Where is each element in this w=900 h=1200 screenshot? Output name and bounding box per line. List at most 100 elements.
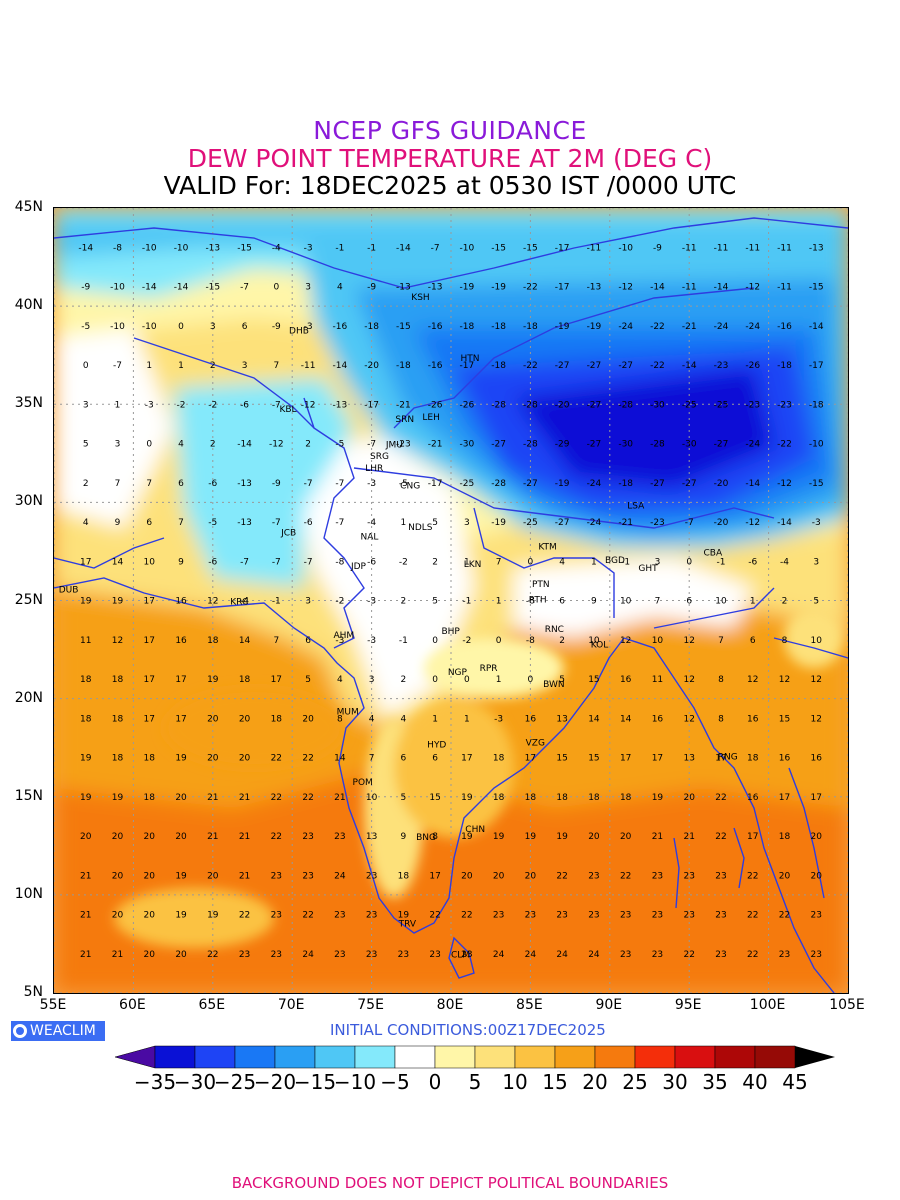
grid-value: 23 bbox=[652, 911, 663, 921]
city-label: BHP bbox=[441, 627, 460, 637]
grid-value: 23 bbox=[620, 911, 631, 921]
grid-value: 0 bbox=[432, 636, 438, 646]
grid-value: -12 bbox=[618, 283, 633, 293]
grid-value: 18 bbox=[493, 793, 505, 803]
city-label: JCB bbox=[280, 529, 296, 539]
grid-value: 20 bbox=[620, 832, 632, 842]
grid-value: 4 bbox=[400, 714, 406, 724]
grid-value: 20 bbox=[144, 911, 156, 921]
colorbar-tick-label: −25 bbox=[213, 1070, 257, 1094]
grid-value: 22 bbox=[620, 871, 631, 881]
grid-value: 20 bbox=[80, 832, 92, 842]
grid-value: -6 bbox=[208, 557, 217, 567]
grid-value: 20 bbox=[144, 950, 156, 960]
grid-value: 23 bbox=[811, 950, 822, 960]
grid-value: 2 bbox=[400, 675, 406, 685]
longitude-tick-label: 55E bbox=[39, 997, 67, 1013]
grid-value: -1 bbox=[272, 597, 281, 607]
grid-value: -15 bbox=[205, 283, 220, 293]
grid-value: -14 bbox=[682, 361, 697, 371]
grid-value: 19 bbox=[461, 832, 473, 842]
grid-value: 21 bbox=[207, 793, 218, 803]
grid-value: 18 bbox=[779, 832, 791, 842]
grid-value: 3 bbox=[242, 361, 248, 371]
grid-value: -12 bbox=[301, 400, 316, 410]
grid-value: -13 bbox=[237, 518, 252, 528]
longitude-tick-label: 105E bbox=[829, 997, 865, 1013]
grid-value: 23 bbox=[652, 950, 663, 960]
grid-value: 1 bbox=[464, 557, 470, 567]
grid-value: 6 bbox=[178, 479, 184, 489]
grid-value: 11 bbox=[652, 675, 663, 685]
grid-value: 20 bbox=[207, 714, 219, 724]
grid-value: -3 bbox=[494, 714, 503, 724]
grid-value: -4 bbox=[272, 243, 281, 253]
map-canvas: -14 -8 -10 -10 -13 -15 -4 -3 -1 -1 -14 -7 -10 -15 -15-… bbox=[54, 208, 848, 993]
grid-value: 0 bbox=[83, 361, 89, 371]
latitude-tick-label: 25N bbox=[14, 591, 43, 608]
grid-value: -30 bbox=[682, 440, 697, 450]
grid-value: 24 bbox=[588, 950, 600, 960]
city-label: NDLS bbox=[408, 523, 433, 533]
city-label: KSH bbox=[411, 293, 429, 303]
grid-value: 10 bbox=[620, 597, 632, 607]
grid-value: -8 bbox=[335, 557, 344, 567]
grid-value: 3 bbox=[83, 400, 89, 410]
grid-value: 21 bbox=[207, 832, 218, 842]
grid-value: -9 bbox=[272, 322, 281, 332]
city-label: MUM bbox=[337, 707, 359, 717]
grid-value: 16 bbox=[747, 793, 759, 803]
longitude-tick-label: 80E bbox=[436, 997, 464, 1013]
grid-value: -9 bbox=[272, 479, 281, 489]
grid-value: 20 bbox=[588, 832, 600, 842]
grid-value: 17 bbox=[461, 754, 472, 764]
grid-value: -9 bbox=[81, 283, 90, 293]
grid-value: -17 bbox=[428, 479, 443, 489]
grid-value: 7 bbox=[496, 557, 502, 567]
grid-value: -26 bbox=[428, 400, 443, 410]
city-label: BWN bbox=[543, 680, 565, 690]
grid-value: 17 bbox=[811, 793, 822, 803]
grid-value: 18 bbox=[80, 675, 92, 685]
grid-value: 18 bbox=[747, 754, 759, 764]
grid-value: 18 bbox=[144, 793, 156, 803]
grid-value: -14 bbox=[714, 283, 729, 293]
grid-value: 23 bbox=[588, 911, 599, 921]
grid-value: -18 bbox=[364, 322, 379, 332]
grid-value: 23 bbox=[429, 950, 440, 960]
city-labels-layer: KSH DHB HTN KBL SRN LEH SRG JMU LHR CNG NDLS JCB NAL… bbox=[59, 293, 738, 960]
grid-value: 23 bbox=[588, 871, 599, 881]
grid-value: -27 bbox=[555, 361, 570, 371]
grid-value: -10 bbox=[174, 243, 189, 253]
longitude-tick-label: 95E bbox=[674, 997, 702, 1013]
grid-value: 4 bbox=[337, 675, 343, 685]
grid-value: -18 bbox=[777, 361, 792, 371]
grid-value: 15 bbox=[779, 714, 790, 724]
grid-value: 23 bbox=[811, 911, 822, 921]
grid-value: 21 bbox=[652, 832, 663, 842]
grid-value: -30 bbox=[650, 400, 665, 410]
grid-value: 3 bbox=[464, 518, 470, 528]
grid-value: -7 bbox=[113, 361, 122, 371]
city-label: HTN bbox=[461, 354, 480, 364]
grid-value: -3 bbox=[304, 322, 313, 332]
grid-value: 16 bbox=[811, 754, 823, 764]
colorbar-bin bbox=[754, 1045, 796, 1069]
grid-value: 23 bbox=[620, 950, 631, 960]
city-label: AHM bbox=[333, 631, 354, 641]
longitude-tick-label: 100E bbox=[749, 997, 786, 1013]
grid-value: 15 bbox=[588, 754, 599, 764]
grid-value: -27 bbox=[650, 479, 665, 489]
grid-value: 19 bbox=[398, 911, 410, 921]
colorbar-tick-label: 25 bbox=[622, 1070, 648, 1094]
grid-value: 20 bbox=[112, 911, 124, 921]
grid-value: 2 bbox=[432, 557, 438, 567]
grid-value: 9 bbox=[400, 832, 406, 842]
colorbar bbox=[114, 1045, 835, 1069]
city-label: SRG bbox=[370, 452, 389, 462]
colorbar-tick-label: −10 bbox=[333, 1070, 377, 1094]
grid-value: 1 bbox=[146, 361, 152, 371]
grid-value: 23 bbox=[398, 950, 409, 960]
grid-value: -22 bbox=[777, 440, 792, 450]
grid-value: 5 bbox=[400, 793, 406, 803]
